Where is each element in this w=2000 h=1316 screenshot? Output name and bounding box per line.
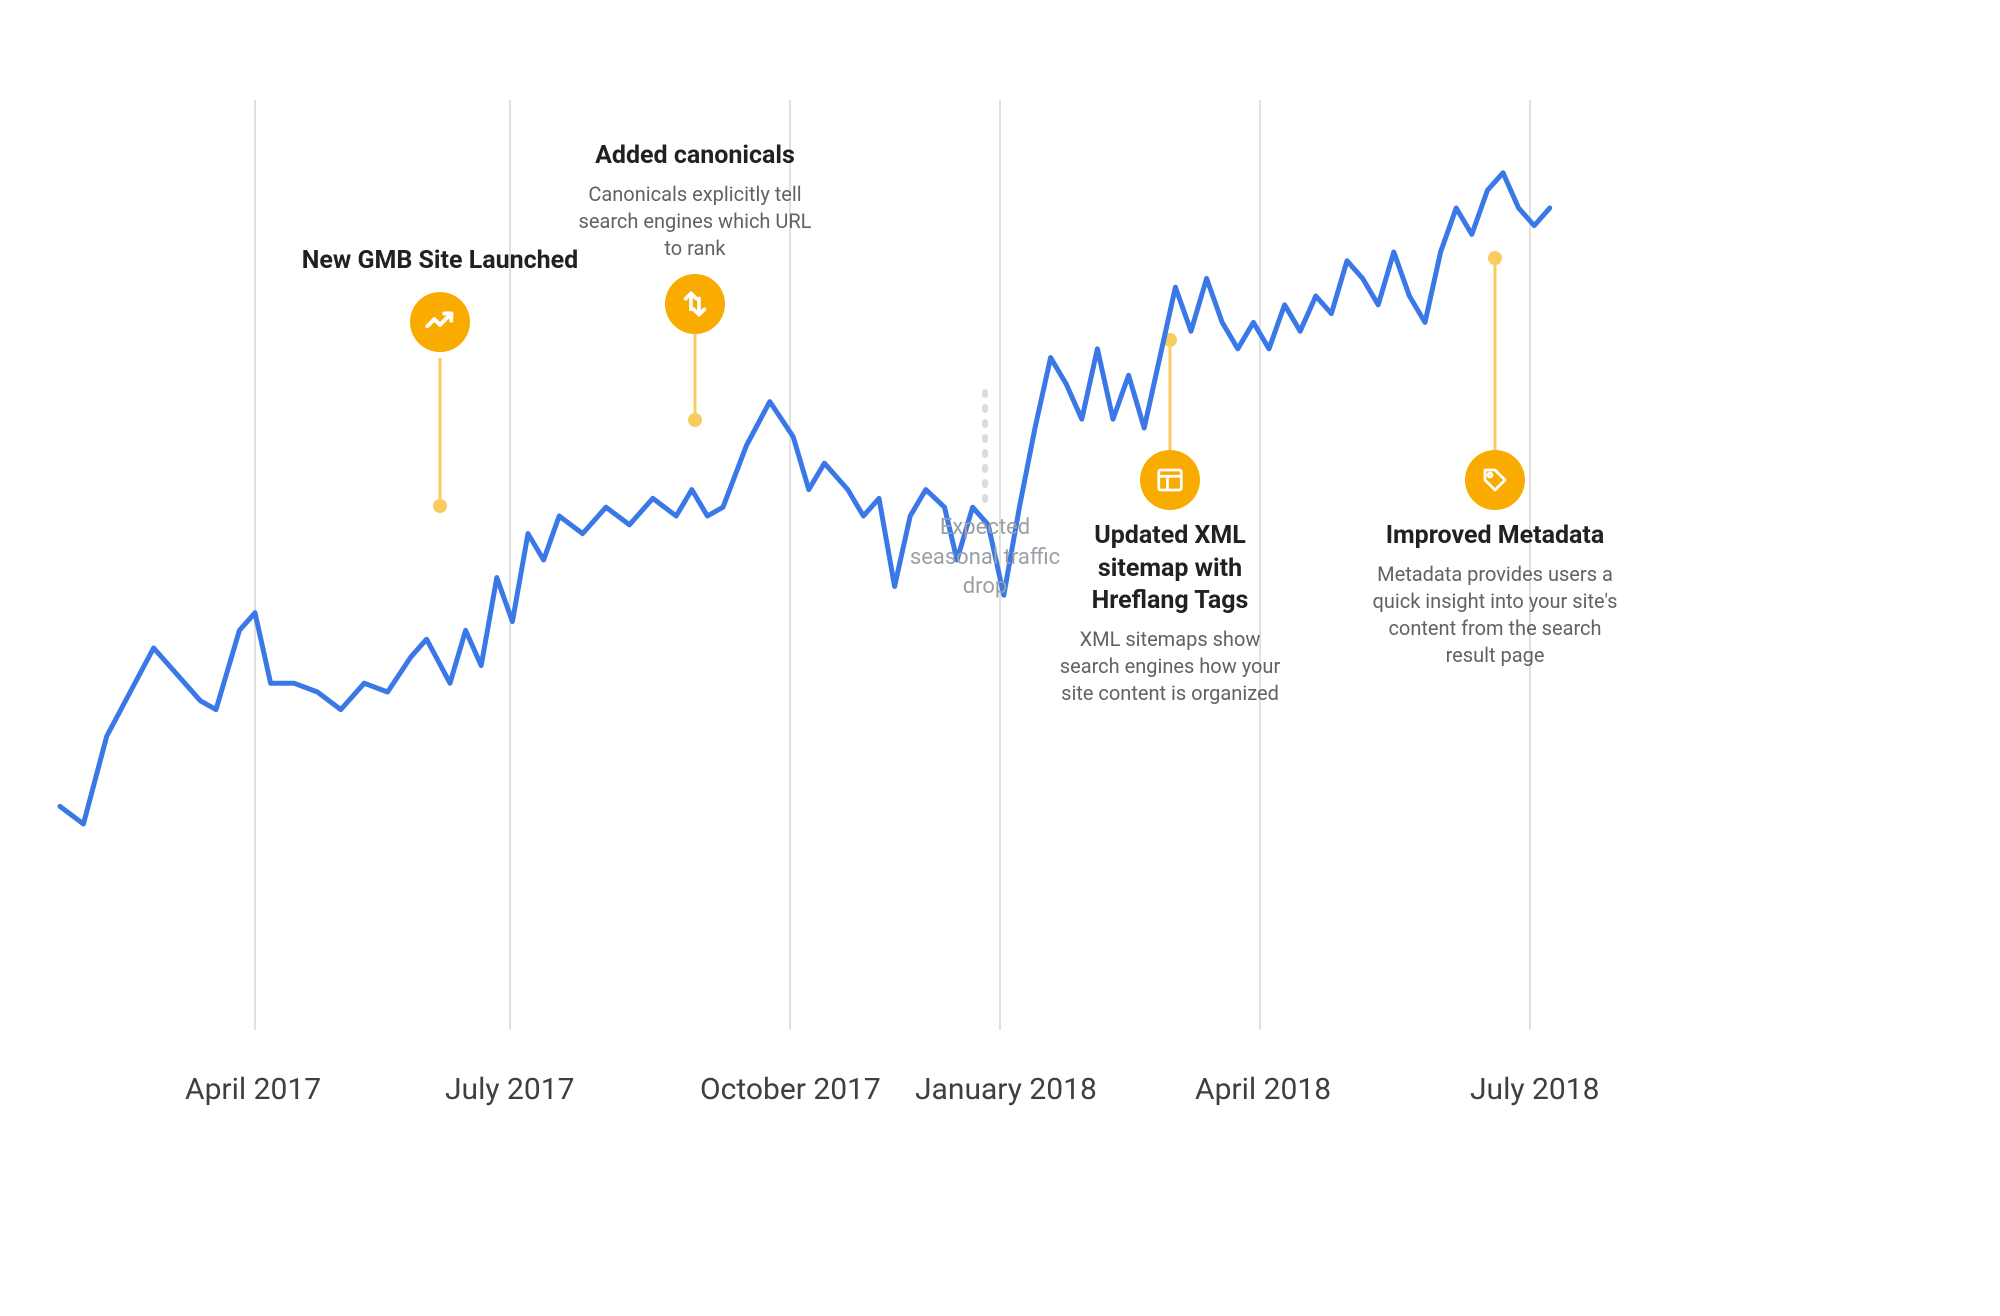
sitemap-icon [1140,450,1200,510]
chart-svg [0,0,2000,1316]
tag-icon [1465,450,1525,510]
swap-vertical-icon [665,274,725,334]
xaxis-label-4: April 2018 [1195,1072,1331,1107]
traffic-timeline-chart: New GMB Site Launched Added canonicals C… [0,0,2000,1316]
annotation-canonicals-desc: Canonicals explicitly tell search engine… [555,181,835,262]
xaxis-label-1: July 2017 [445,1072,574,1107]
annotation-metadata: Improved Metadata Metadata provides user… [1355,450,1635,669]
xaxis-label-0: April 2017 [185,1072,321,1107]
annotation-metadata-desc: Metadata provides users a quick insight … [1355,561,1635,669]
annotation-metadata-title: Improved Metadata [1355,520,1635,553]
xaxis-label-2: October 2017 [700,1072,881,1107]
annotation-xml-title: Updated XML sitemap with Hreflang Tags [1030,520,1310,618]
trend-up-icon [410,292,470,352]
annotation-canonicals-title: Added canonicals [555,140,835,173]
xaxis-label-3: January 2018 [915,1072,1097,1107]
annotation-xml-desc: XML sitemaps show search engines how you… [1030,626,1310,707]
annotation-gmb-title: New GMB Site Launched [300,245,580,278]
annotation-canonicals: Added canonicals Canonicals explicitly t… [555,140,835,334]
annotation-xml: Updated XML sitemap with Hreflang Tags X… [1030,450,1310,707]
annotation-gmb: New GMB Site Launched [300,245,580,352]
xaxis-label-5: July 2018 [1470,1072,1599,1107]
